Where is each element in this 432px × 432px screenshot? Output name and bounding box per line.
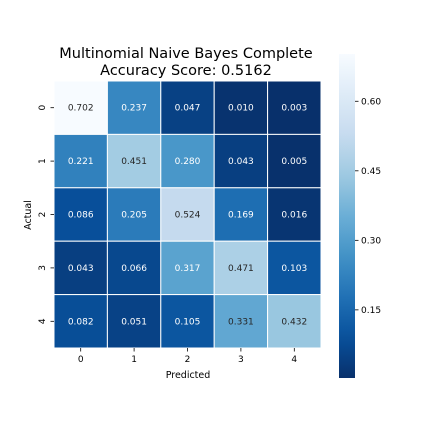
cell-value-label: 0.016 <box>281 211 307 221</box>
heatmap-cell <box>267 294 322 349</box>
heatmap-cell <box>160 294 215 349</box>
cell-value-label: 0.066 <box>121 264 147 274</box>
x-tick-label: 1 <box>131 355 137 365</box>
cell-value-label: 0.051 <box>121 317 147 327</box>
x-axis-ticks: 0 1 2 3 4 <box>78 348 297 365</box>
cell-value-label: 0.003 <box>281 104 307 114</box>
heatmap-cell <box>213 187 269 242</box>
chart-title: Multinomial Naive Bayes Complete <box>59 46 313 62</box>
y-tick-label: 4 <box>38 318 48 324</box>
heatmap-cell <box>267 240 322 296</box>
cell-value-label: 0.471 <box>228 264 254 274</box>
heatmap-cell <box>53 80 108 135</box>
y-axis-label: Actual <box>23 200 34 230</box>
heatmap-cell <box>160 80 215 135</box>
colorbar-tick-label: 0.45 <box>361 167 381 177</box>
y-tick-label: 0 <box>38 105 48 111</box>
y-tick-label: 3 <box>38 265 48 271</box>
cell-value-label: 0.169 <box>228 211 254 221</box>
heatmap-cells: 0.702 0.237 0.047 0.010 0.003 0.221 0.451 0.280… <box>53 80 322 349</box>
y-tick-label: 2 <box>38 212 48 218</box>
x-tick-label: 2 <box>185 355 191 365</box>
cell-value-label: 0.043 <box>68 264 94 274</box>
x-tick-label: 3 <box>238 355 244 365</box>
cell-value-label: 0.005 <box>281 157 307 167</box>
heatmap-cell <box>106 80 162 135</box>
heatmap-cell <box>106 294 162 349</box>
cell-value-label: 0.082 <box>68 317 94 327</box>
cell-value-label: 0.331 <box>228 317 254 327</box>
cell-value-label: 0.043 <box>228 157 254 167</box>
colorbar <box>339 54 355 378</box>
heatmap-cell <box>106 187 162 242</box>
heatmap-cell <box>160 133 215 189</box>
cell-value-label: 0.432 <box>281 317 307 327</box>
x-tick-label: 0 <box>78 355 84 365</box>
cell-value-label: 0.280 <box>175 157 201 167</box>
cell-value-label: 0.010 <box>228 104 254 114</box>
cell-value-label: 0.524 <box>175 211 201 221</box>
y-tick-label: 1 <box>38 158 48 164</box>
cell-value-label: 0.702 <box>68 104 94 114</box>
heatmap-cell <box>213 240 269 296</box>
colorbar-tick-label: 0.30 <box>361 236 381 246</box>
cell-value-label: 0.047 <box>175 104 201 114</box>
cell-value-label: 0.451 <box>121 157 147 167</box>
heatmap-cell <box>267 133 322 189</box>
cell-value-label: 0.317 <box>175 264 201 274</box>
y-axis-ticks: 0 1 2 3 4 <box>38 105 54 324</box>
cell-value-label: 0.221 <box>68 157 94 167</box>
x-tick-label: 4 <box>291 355 297 365</box>
x-axis-label: Predicted <box>166 370 211 381</box>
colorbar-tick-label: 0.60 <box>361 97 381 107</box>
cell-value-label: 0.205 <box>121 211 147 221</box>
heatmap-cell <box>106 240 162 296</box>
cell-value-label: 0.103 <box>281 264 307 274</box>
heatmap-cell <box>160 240 215 296</box>
cell-value-label: 0.237 <box>121 104 147 114</box>
chart-subtitle: Accuracy Score: 0.5162 <box>100 63 272 79</box>
colorbar-tick-label: 0.15 <box>361 306 381 316</box>
colorbar-ticks: 0.15 0.30 0.45 0.60 <box>355 97 381 316</box>
cell-value-label: 0.105 <box>175 317 201 327</box>
heatmap-cell <box>53 294 108 349</box>
cell-value-label: 0.086 <box>68 211 94 221</box>
